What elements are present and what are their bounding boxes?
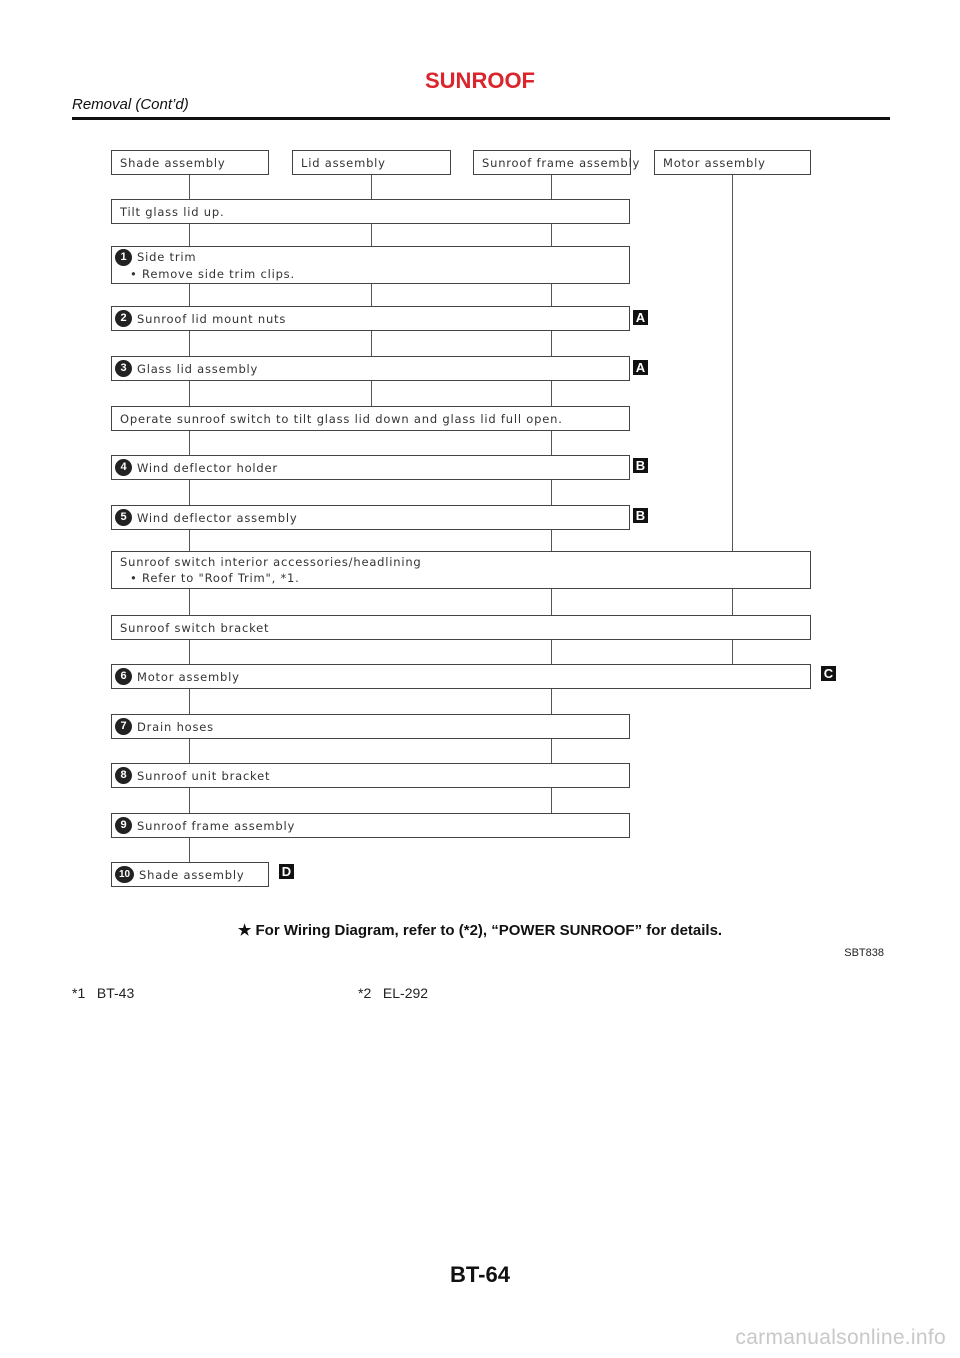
shade-assembly-top-box: Shade assembly	[111, 150, 269, 175]
marker-a: A	[633, 310, 648, 325]
lid-assembly-top-box: Lid assembly	[292, 150, 451, 175]
step-number-badge: 9	[115, 817, 132, 834]
motor-assembly-top-box: Motor assembly	[654, 150, 811, 175]
marker-a: A	[633, 360, 648, 375]
step-sub-note: • Remove side trim clips.	[130, 266, 295, 281]
connector-line	[732, 175, 733, 665]
section-subtitle: Removal (Cont’d)	[72, 96, 189, 113]
step-sunroof-frame-assembly: 9 Sunroof frame assembly	[111, 813, 630, 838]
step-number-badge: 4	[115, 459, 132, 476]
step-number-badge: 6	[115, 668, 132, 685]
step-number-badge: 7	[115, 718, 132, 735]
marker-b: B	[633, 458, 648, 473]
step-number-badge: 1	[115, 248, 132, 266]
step-sunroof-switch-bracket: Sunroof switch bracket	[111, 615, 811, 640]
star-icon: ★	[237, 922, 252, 939]
step-wind-deflector-holder: 4 Wind deflector holder	[111, 455, 630, 480]
figure-code: SBT838	[844, 947, 884, 959]
step-number-badge: 8	[115, 767, 132, 784]
marker-c: C	[821, 666, 836, 681]
marker-d: D	[279, 864, 294, 879]
step-interior-accessories-headlining: Sunroof switch interior accessories/head…	[111, 551, 811, 589]
step-motor-assembly: 6 Motor assembly	[111, 664, 811, 689]
step-shade-assembly: 10 Shade assembly	[111, 862, 269, 887]
step-number-badge: 3	[115, 360, 132, 377]
reference-1: *1 BT-43	[72, 985, 135, 1001]
step-side-trim: 1 Side trim • Remove side trim clips.	[111, 246, 630, 284]
step-number-badge: 10	[115, 866, 134, 883]
watermark: carmanualsonline.info	[735, 1326, 946, 1349]
header-rule	[72, 117, 890, 120]
step-operate-sunroof-switch: Operate sunroof switch to tilt glass lid…	[111, 406, 630, 431]
step-tilt-glass-lid-up: Tilt glass lid up.	[111, 199, 630, 224]
page-number: BT-64	[450, 1262, 510, 1287]
step-sub-note: • Refer to "Roof Trim", *1.	[130, 571, 300, 585]
connector-line	[371, 175, 372, 406]
section-title: SUNROOF	[425, 68, 535, 93]
step-sunroof-unit-bracket: 8 Sunroof unit bracket	[111, 763, 630, 788]
sunroof-frame-assembly-top-box: Sunroof frame assembly	[473, 150, 639, 175]
step-number-badge: 5	[115, 509, 132, 526]
marker-b: B	[633, 508, 648, 523]
step-number-badge: 2	[115, 310, 132, 327]
step-wind-deflector-assembly: 5 Wind deflector assembly	[111, 505, 630, 530]
connector-line	[551, 175, 552, 815]
reference-2: *2 EL-292	[358, 985, 429, 1001]
step-glass-lid-assembly: 3 Glass lid assembly	[111, 356, 630, 381]
step-drain-hoses: 7 Drain hoses	[111, 714, 630, 739]
wiring-diagram-note: ★ For Wiring Diagram, refer to (*2), “PO…	[237, 922, 723, 939]
step-sunroof-lid-mount-nuts: 2 Sunroof lid mount nuts	[111, 306, 630, 331]
